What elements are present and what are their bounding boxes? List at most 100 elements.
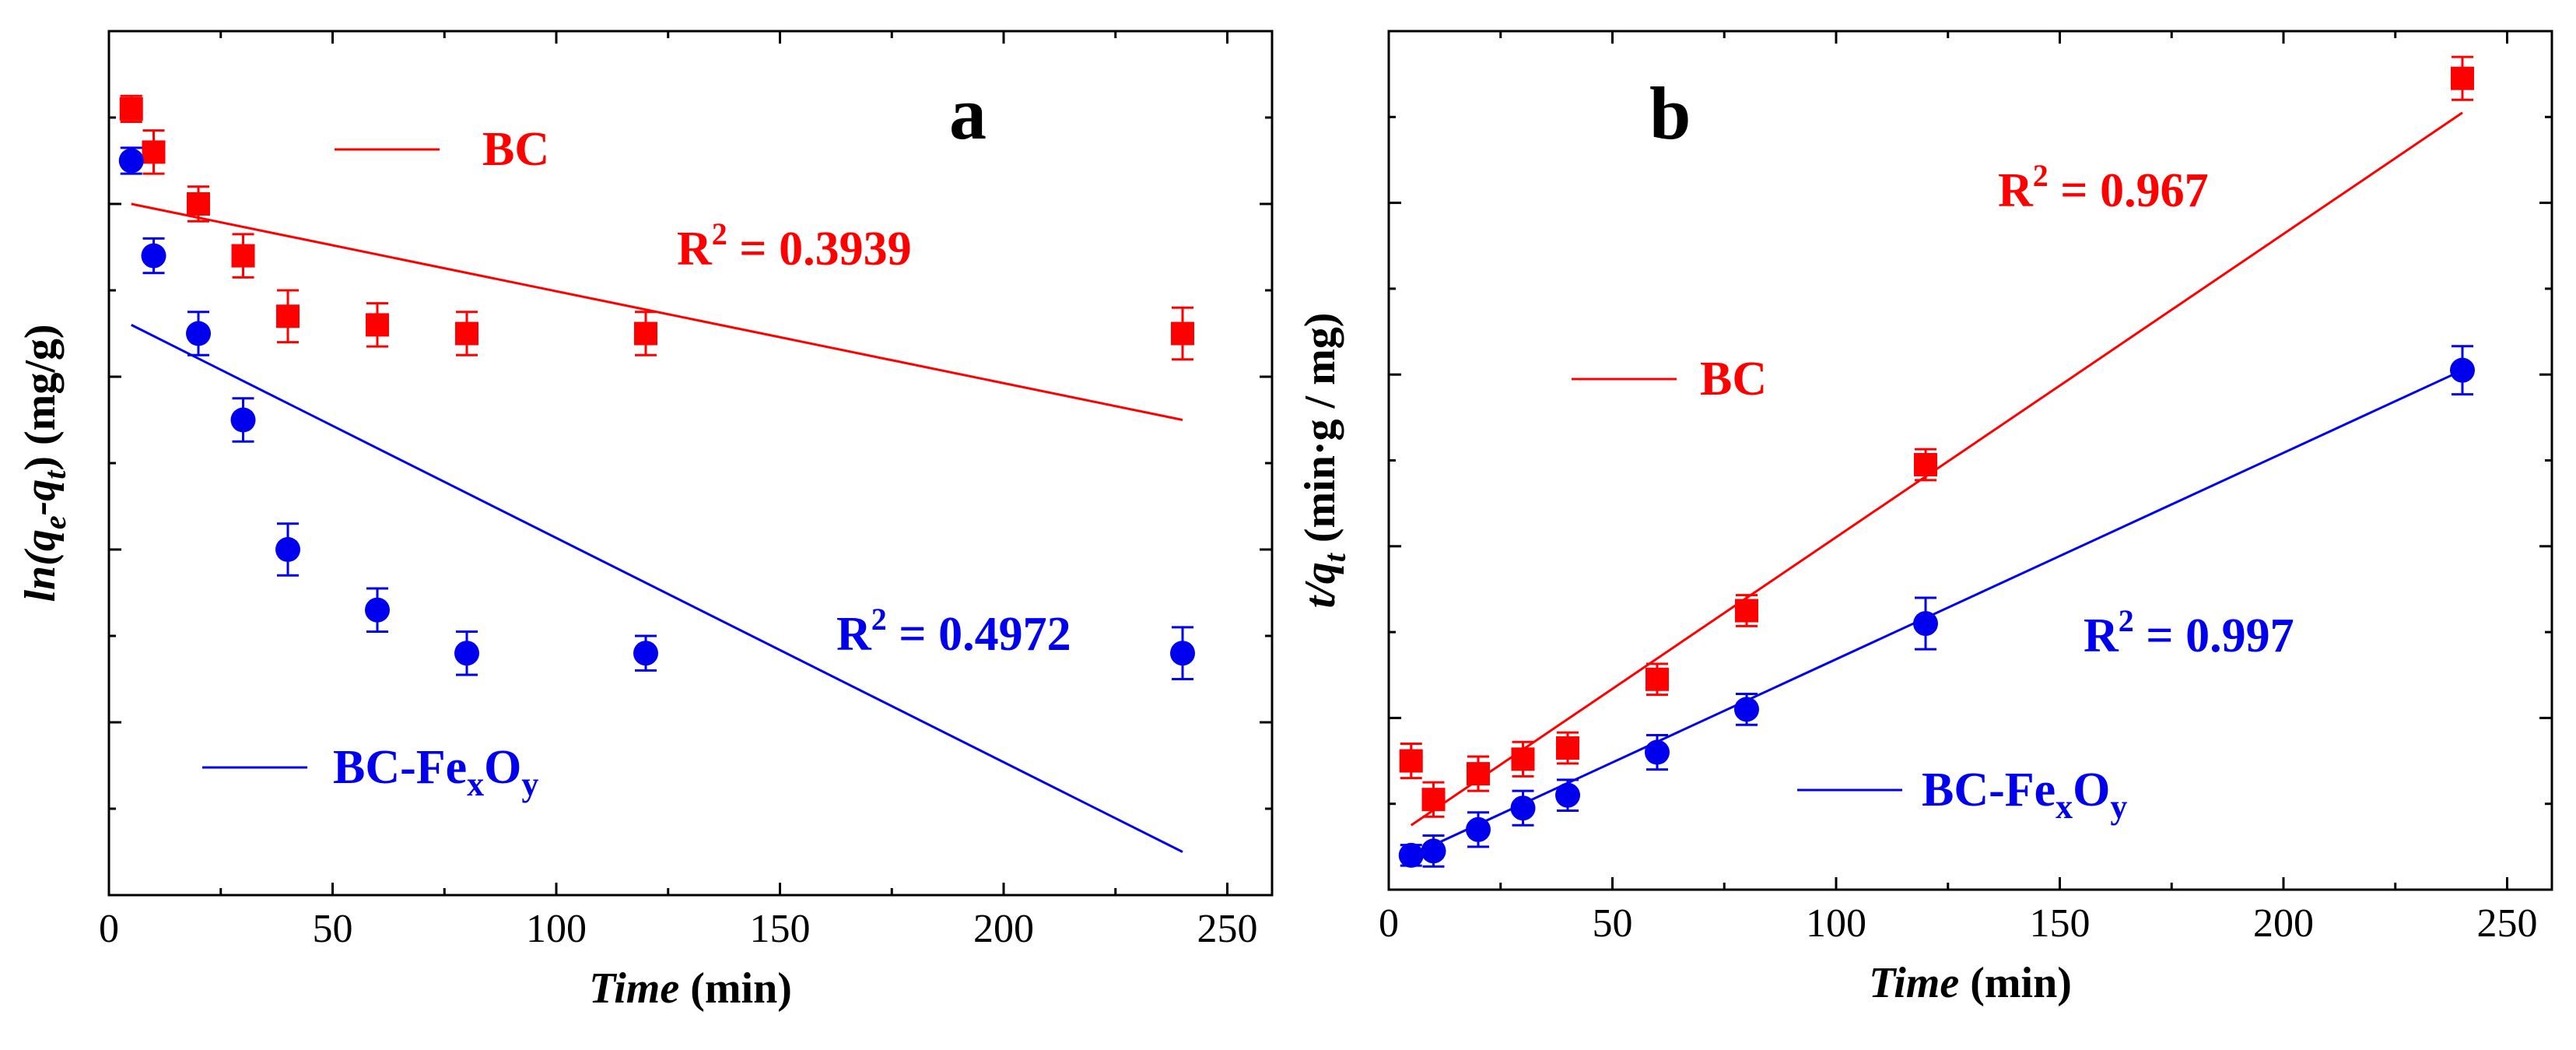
- fit-line: [131, 324, 1183, 853]
- x-tick-label: 200: [973, 907, 1034, 951]
- legend-label-sub: x: [2056, 788, 2073, 826]
- r2-letter: R: [2084, 609, 2119, 662]
- x-tick-label: 150: [2030, 901, 2091, 946]
- y-axis-label-part: ln(q: [16, 529, 65, 602]
- x-tick-label: 0: [1379, 901, 1399, 946]
- data-point-square: [1399, 749, 1423, 773]
- legend-label-part: O: [2073, 764, 2110, 816]
- data-point-circle: [2450, 357, 2475, 383]
- y-axis-label: t/qt (min·g / mg): [1296, 313, 1352, 609]
- x-tick-label: 150: [750, 907, 811, 951]
- legend-label: BC: [482, 123, 549, 176]
- panel-letter: a: [949, 72, 987, 155]
- legend-label-part: BC: [482, 123, 549, 176]
- data-point-square: [119, 97, 143, 121]
- x-axis-label: Time (min): [1869, 959, 2072, 1007]
- x-axis-label-italic: Time: [1869, 959, 1959, 1007]
- x-axis-label-italic: Time: [589, 964, 679, 1013]
- data-point-circle: [1170, 641, 1195, 666]
- data-point-square: [231, 244, 255, 268]
- y-axis-label-unit: ) (mg/g): [16, 324, 65, 470]
- data-point-circle: [1734, 697, 1759, 722]
- r2-value: = 0.997: [2134, 609, 2294, 662]
- data-point-circle: [186, 321, 211, 346]
- legend-label-part: O: [484, 741, 521, 794]
- data-point-circle: [230, 407, 256, 433]
- legend-label-sub: y: [521, 765, 538, 803]
- legend-label-part: BC-Fe: [333, 741, 467, 794]
- data-point-square: [1556, 736, 1579, 760]
- r2-superscript: 2: [712, 216, 727, 251]
- series-bc: BC R2 = 0.3939: [119, 94, 1194, 421]
- data-point-circle: [1510, 795, 1536, 821]
- y-axis-label-part: -q: [16, 479, 65, 516]
- r2-letter: R: [836, 608, 872, 661]
- chart-panel-a: 0 50 100 150 200 250 Time (min) ln(qe-qt) (mg/g…: [16, 30, 1274, 1013]
- plot-frame: [1387, 30, 2553, 891]
- legend-label: BC-FexOy: [333, 741, 538, 803]
- x-tick-label: 50: [1593, 901, 1633, 946]
- x-tick-label: 0: [99, 907, 119, 951]
- data-point-square: [142, 140, 166, 164]
- x-axis-label-unit: (min): [690, 964, 792, 1013]
- x-tick-label: 100: [1806, 901, 1866, 946]
- legend-label-sub: x: [467, 765, 484, 803]
- y-axis-label-part: t/q: [1296, 562, 1344, 608]
- data-point-square: [1171, 321, 1194, 346]
- data-point-square: [1914, 453, 1937, 477]
- y-axis-label-sub: t: [1317, 552, 1352, 562]
- r2-value: = 0.4972: [887, 608, 1071, 661]
- data-point-square: [1467, 762, 1490, 786]
- legend-label-part: BC-Fe: [1922, 764, 2056, 816]
- fit-line: [131, 202, 1183, 421]
- data-point-circle: [1466, 816, 1491, 842]
- r-squared-annotation: R2 = 0.3939: [677, 216, 912, 276]
- y-axis-label-sub: t: [37, 469, 72, 479]
- x-axis-label-space: [679, 964, 690, 1013]
- x-tick-label: 100: [526, 907, 587, 951]
- data-point-square: [455, 321, 478, 346]
- x-axis-label: Time (min): [589, 964, 792, 1013]
- r2-superscript: 2: [2033, 158, 2049, 193]
- data-point-square: [1645, 667, 1669, 691]
- data-point-square: [187, 192, 210, 216]
- legend-label-sub: y: [2110, 788, 2127, 826]
- data-point-circle: [275, 537, 300, 562]
- x-tick-label: 50: [313, 907, 353, 951]
- y-axis-label-unit: (min·g / mg): [1296, 313, 1344, 554]
- r2-value: = 0.3939: [727, 223, 912, 276]
- data-point-square: [1511, 747, 1535, 771]
- x-axis-label-space: [1959, 959, 1970, 1007]
- data-point-circle: [1398, 842, 1424, 868]
- r2-value: = 0.967: [2049, 164, 2209, 217]
- data-point-square: [276, 304, 300, 328]
- r-squared-annotation: R2 = 0.4972: [836, 602, 1071, 661]
- data-point-circle: [1645, 739, 1670, 765]
- panel-letter: b: [1649, 72, 1691, 155]
- y-axis-label: ln(qe-qt) (mg/g): [16, 324, 72, 602]
- data-point-square: [1735, 599, 1758, 623]
- x-tick-label: 250: [1197, 907, 1258, 951]
- r2-letter: R: [1998, 164, 2034, 217]
- data-point-circle: [454, 641, 479, 666]
- data-point-circle: [365, 597, 390, 623]
- data-point-square: [2451, 66, 2474, 90]
- r2-letter: R: [677, 223, 713, 276]
- y-axis-label-sub: e: [37, 515, 72, 529]
- data-point-circle: [1555, 782, 1580, 808]
- data-point-circle: [633, 641, 658, 666]
- plot-frame: [107, 30, 1274, 897]
- data-point-square: [634, 321, 657, 346]
- legend-label: BC-FexOy: [1922, 764, 2127, 826]
- data-point-circle: [1913, 611, 1938, 637]
- r2-superscript: 2: [2119, 603, 2134, 638]
- r-squared-annotation: R2 = 0.967: [1998, 158, 2209, 217]
- legend-label: BC: [1700, 353, 1767, 406]
- data-point-circle: [141, 243, 166, 269]
- series-bc-fexoy: BC-FexOy R2 = 0.997: [1398, 345, 2475, 868]
- r2-superscript: 2: [871, 602, 887, 637]
- data-point-square: [1421, 788, 1446, 812]
